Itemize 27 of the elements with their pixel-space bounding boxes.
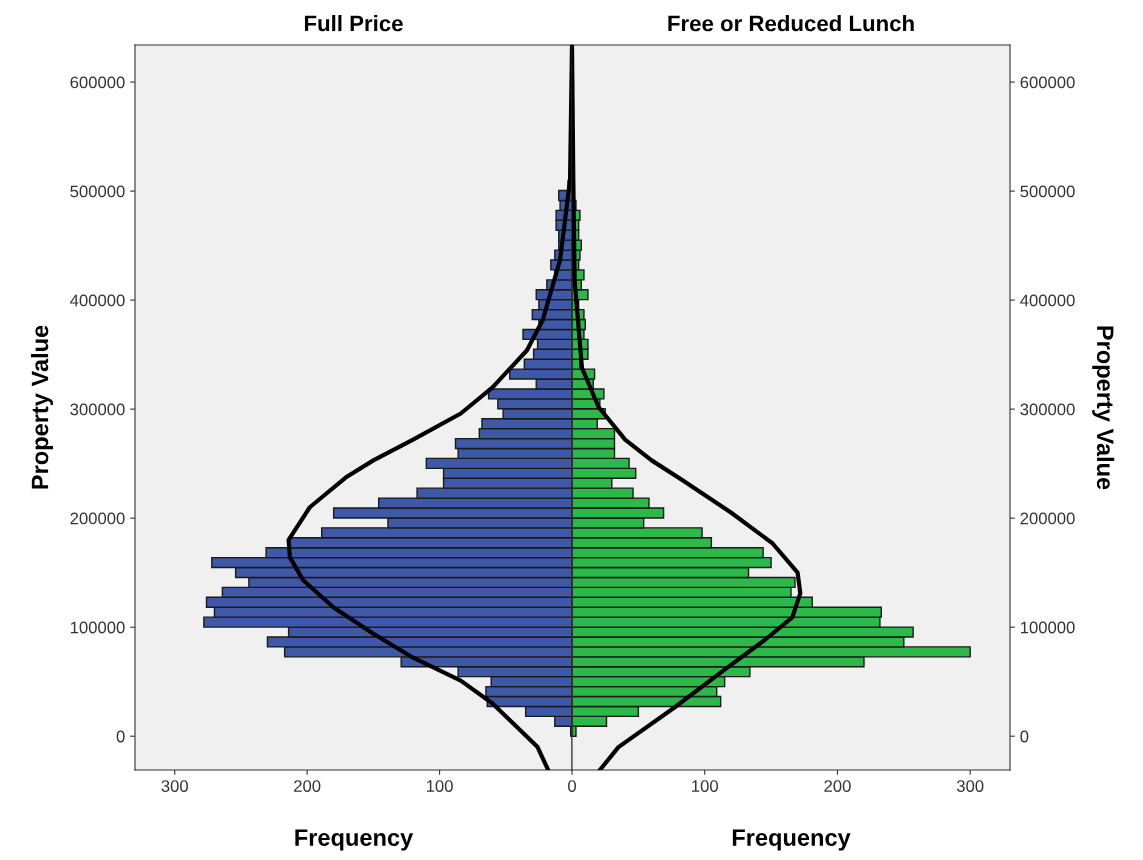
x-tick-label: 200 (294, 780, 321, 792)
y-tick-label: 100000 (1020, 621, 1075, 634)
y-axis-title: Property Value (30, 325, 53, 489)
chart-title: Free or Reduced Lunch (668, 15, 914, 32)
x-tick-label: 200 (824, 780, 851, 792)
x-axis-title: Frequency (732, 829, 851, 851)
y-tick-label: 400000 (1020, 294, 1075, 307)
x-axis-title: Frequency (295, 829, 414, 851)
y-axis-title: Property Value (1092, 326, 1115, 490)
x-tick-label: 300 (161, 780, 188, 792)
y-tick-label: 500000 (1020, 185, 1075, 198)
y-tick-label: 200000 (70, 512, 125, 525)
y-tick-label: 500000 (70, 185, 125, 198)
y-tick-label: 100000 (70, 621, 125, 634)
y-tick-label: 300000 (1020, 403, 1075, 416)
y-tick-label: 600000 (1020, 76, 1075, 89)
chart-title: Full Price (304, 15, 403, 32)
y-tick-label: 300000 (70, 403, 125, 416)
y-tick-label: 0 (1020, 730, 1029, 743)
y-tick-label: 200000 (1020, 512, 1075, 525)
x-tick-label: 100 (426, 780, 453, 792)
y-tick-label: 0 (116, 730, 125, 743)
x-tick-label: 300 (956, 780, 984, 792)
x-tick-label: 100 (692, 780, 718, 792)
y-tick-label: 600000 (70, 76, 125, 89)
x-tick-label: 0 (568, 780, 576, 792)
y-tick-label: 400000 (70, 294, 125, 307)
